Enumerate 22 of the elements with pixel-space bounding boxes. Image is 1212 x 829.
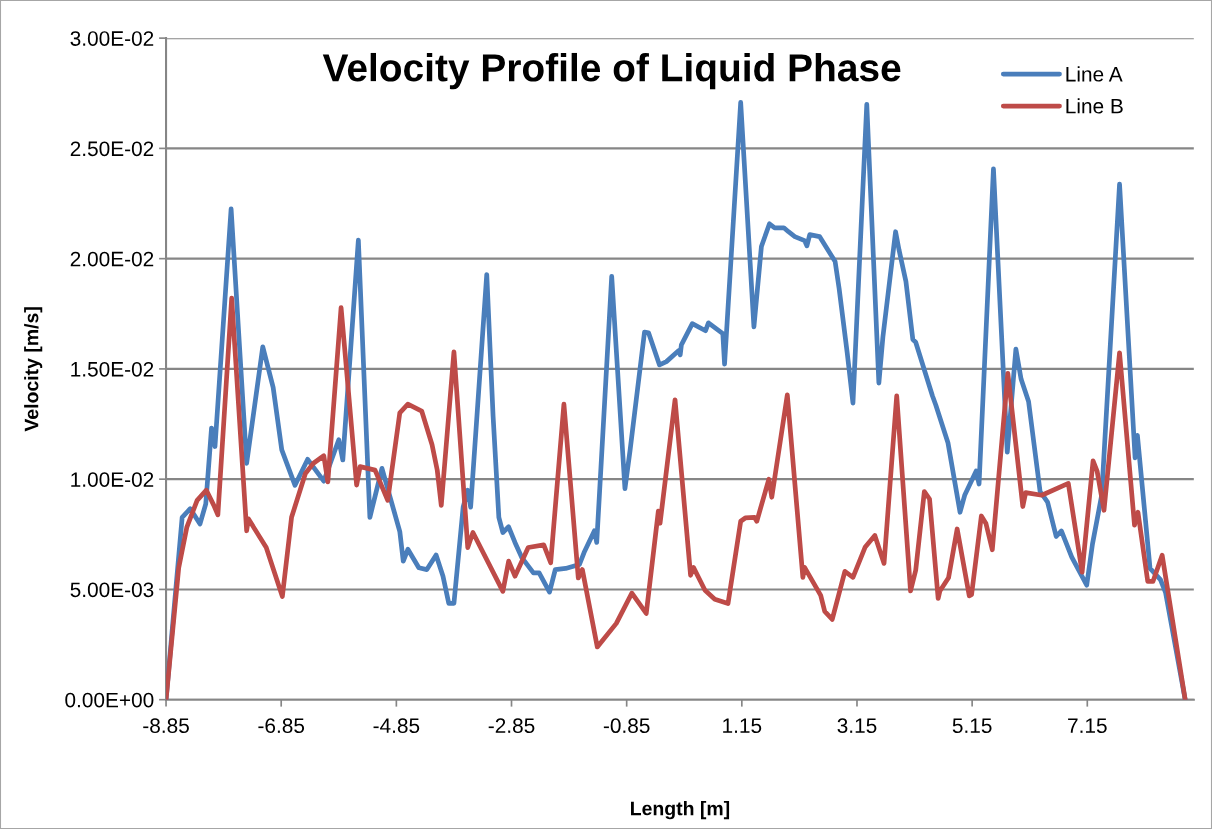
line-series (166, 295, 1188, 700)
x-tick-label: 7.15 (1068, 718, 1107, 734)
x-tick-label: 3.15 (837, 718, 877, 734)
y-tick-label: 3.00E-02 (70, 31, 154, 46)
x-axis-title: Length [m] (631, 801, 730, 820)
x-tick-label: -6.85 (258, 718, 305, 734)
y-axis-title: Velocity [m/s] (24, 307, 43, 432)
y-tick-label: 5.00E-03 (70, 582, 154, 598)
y-tick-label: 1.50E-02 (71, 361, 154, 377)
x-tick-label: -4.85 (373, 718, 420, 734)
x-tick-label: 1.15 (723, 718, 762, 734)
legend-label: Line B (1066, 98, 1123, 114)
x-tick-label: -8.85 (143, 718, 189, 734)
x-tick-label: -2.85 (488, 718, 535, 734)
x-tick-label: -0.85 (603, 718, 650, 734)
chart-title: Velocity Profile of Liquid Phase (322, 52, 901, 90)
y-tick-label: 2.50E-02 (70, 141, 154, 157)
x-tick-label: 5.15 (952, 718, 992, 734)
y-tick-label: 1.00E-02 (71, 472, 154, 487)
legend-label: Line A (1066, 66, 1123, 82)
y-tick-label: 0.00E+00 (65, 692, 154, 708)
y-tick-label: 2.00E-02 (70, 251, 154, 267)
